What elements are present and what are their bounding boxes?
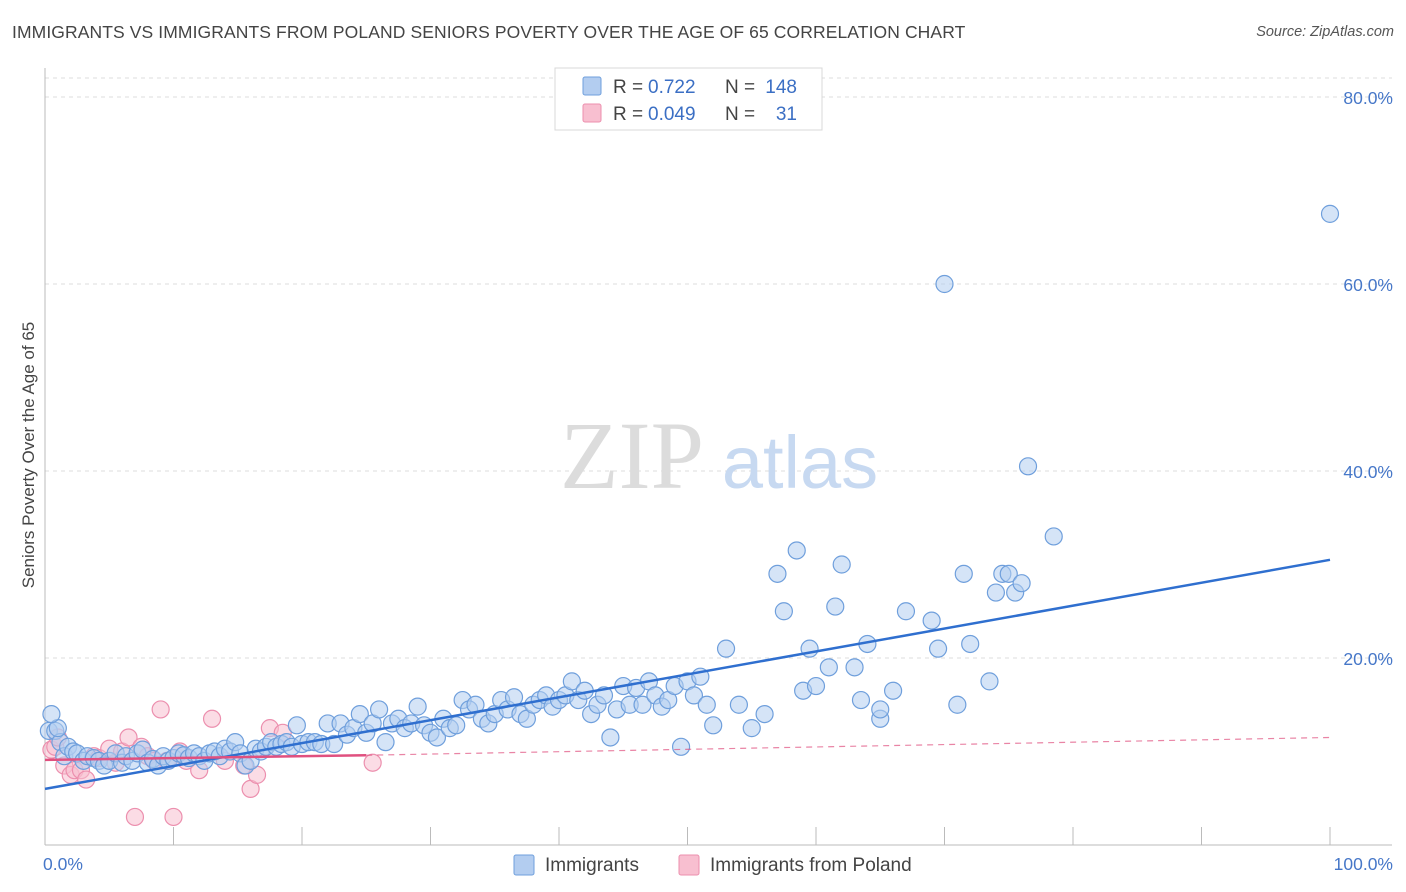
- immigrants-point: [408, 697, 427, 716]
- legend-swatch-poland: [582, 103, 602, 123]
- immigrants-point: [350, 704, 369, 724]
- y-tick-label: 40.0%: [1343, 462, 1393, 482]
- immigrants-point: [806, 676, 826, 696]
- legend-n-value-1: 148: [765, 77, 797, 98]
- poland-trend-extension: [366, 736, 1331, 756]
- immigrants-point: [729, 695, 749, 714]
- gridlines: [45, 77, 1392, 659]
- bottom-legend-swatch-poland: [678, 854, 700, 876]
- poland-point: [151, 700, 170, 719]
- immigrants-point: [42, 704, 61, 724]
- legend-n-label-2: N =: [725, 104, 755, 125]
- y-axis-label: Seniors Poverty Over the Age of 65: [19, 322, 38, 588]
- immigrants-point: [447, 716, 466, 735]
- immigrants-point: [851, 690, 871, 710]
- immigrants-point: [1018, 457, 1038, 476]
- bottom-legend-immigrants: Immigrants: [545, 855, 639, 876]
- immigrants-point: [871, 700, 890, 719]
- series-immigrants-points: [39, 204, 1340, 775]
- watermark: ZIP atlas: [560, 402, 878, 509]
- immigrants-point: [768, 564, 787, 583]
- poland-trend-line: [44, 753, 367, 762]
- immigrants-point: [826, 597, 845, 616]
- immigrants-point: [819, 658, 838, 677]
- y-tick-label: 60.0%: [1343, 275, 1393, 295]
- bottom-legend-swatch-immigrants: [513, 854, 535, 876]
- legend-r-label-2: R =: [613, 104, 643, 125]
- immigrants-point: [716, 639, 736, 658]
- immigrants-point: [704, 716, 723, 735]
- immigrants-point: [633, 695, 652, 714]
- immigrants-point: [325, 734, 344, 754]
- top-legend: R = 0.722 N = 148 R = 0.049 N = 31: [554, 67, 823, 131]
- immigrants-trend-line: [44, 558, 1331, 791]
- immigrants-point: [684, 686, 704, 705]
- poland-point: [125, 807, 145, 827]
- immigrants-point: [742, 719, 761, 738]
- immigrants-point: [980, 672, 999, 691]
- immigrants-point: [922, 611, 941, 630]
- immigrants-point: [427, 728, 447, 747]
- immigrants-point: [376, 733, 395, 752]
- poland-point: [363, 753, 382, 772]
- watermark-atlas: atlas: [722, 421, 878, 504]
- immigrants-point: [1320, 204, 1340, 223]
- immigrants-point: [948, 695, 967, 714]
- poland-point: [202, 709, 222, 728]
- immigrants-point: [832, 555, 851, 574]
- chart-source: Source: ZipAtlas.com: [1256, 24, 1394, 40]
- immigrants-point: [697, 695, 716, 714]
- immigrants-point: [370, 700, 389, 719]
- immigrants-point: [774, 602, 793, 621]
- y-tick-labels: 20.0% 40.0% 60.0% 80.0%: [1343, 88, 1393, 669]
- immigrants-point: [928, 639, 948, 658]
- chart-title: IMMIGRANTS VS IMMIGRANTS FROM POLAND SEN…: [12, 22, 966, 42]
- immigrants-point: [562, 672, 581, 691]
- immigrants-point: [1044, 527, 1063, 546]
- y-tick-label: 80.0%: [1343, 88, 1393, 108]
- immigrants-point: [671, 737, 691, 756]
- bottom-legend: Immigrants Immigrants from Poland: [513, 854, 912, 876]
- immigrants-point: [961, 634, 980, 654]
- trend-lines: [44, 558, 1331, 791]
- legend-n-label-1: N =: [725, 77, 755, 98]
- immigrants-point: [896, 602, 916, 621]
- immigrants-point: [787, 541, 806, 560]
- legend-n-value-2: 31: [776, 104, 797, 125]
- x-tick-label-max: 100.0%: [1334, 854, 1393, 874]
- immigrants-point: [755, 704, 774, 724]
- y-tick-label: 20.0%: [1343, 649, 1393, 669]
- immigrants-point: [287, 716, 306, 735]
- immigrants-point: [999, 564, 1018, 583]
- immigrants-point: [935, 274, 954, 294]
- immigrants-point: [601, 728, 620, 747]
- bottom-legend-poland: Immigrants from Poland: [710, 855, 912, 876]
- immigrants-point: [883, 681, 903, 700]
- legend-r-value-2: 0.049: [648, 104, 696, 125]
- immigrants-point: [954, 564, 973, 583]
- immigrants-point: [1012, 574, 1031, 593]
- poland-point: [119, 728, 138, 747]
- poland-point: [164, 807, 183, 827]
- x-tick-label-min: 0.0%: [43, 854, 83, 874]
- watermark-zip: ZIP: [560, 402, 704, 509]
- legend-r-label-1: R =: [613, 77, 643, 98]
- immigrants-point: [986, 583, 1006, 602]
- immigrants-point: [845, 658, 864, 677]
- legend-swatch-immigrants: [582, 76, 602, 96]
- x-tick-labels: 0.0% 100.0%: [43, 854, 1393, 874]
- legend-r-value-1: 0.722: [648, 77, 696, 98]
